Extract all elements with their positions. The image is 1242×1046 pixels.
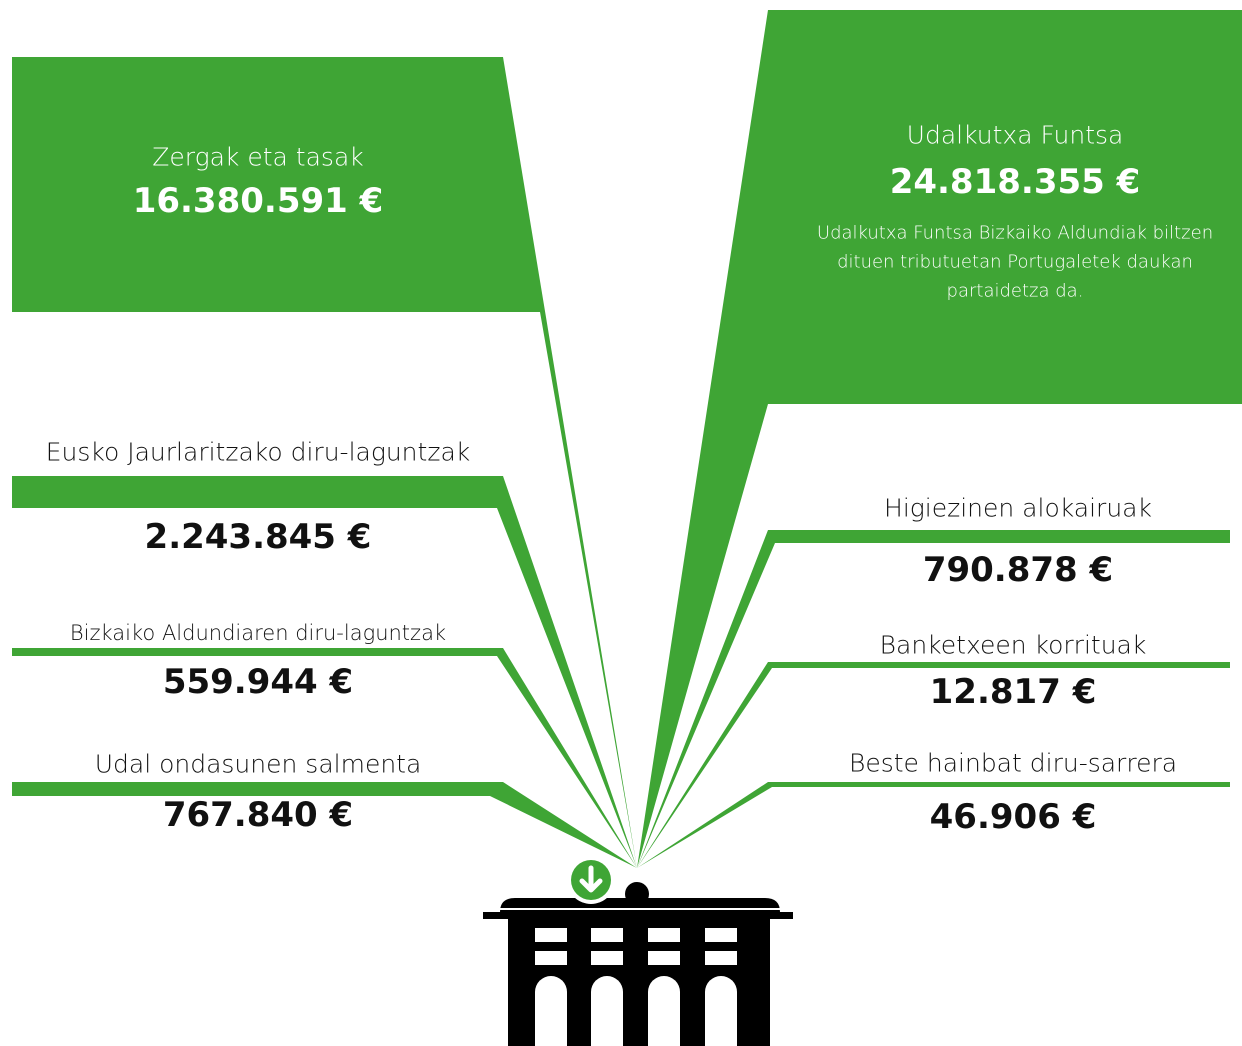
bar [12, 782, 637, 868]
label: Higiezinen alokairuak [884, 493, 1152, 523]
amount: 24.818.355 € [889, 162, 1141, 202]
label: Beste hainbat diru-sarrera [848, 748, 1178, 778]
amount: 12.817 € [929, 672, 1097, 712]
label: Zergak eta tasak [152, 142, 364, 172]
box-right [637, 10, 1242, 868]
amount: 767.840 € [162, 795, 354, 835]
amount: 46.906 € [929, 797, 1097, 837]
amount: 2.243.845 € [144, 517, 372, 557]
label: Banketxeen korrituak [879, 630, 1147, 660]
amount: 16.380.591 € [132, 181, 384, 221]
label: Eusko Jaurlaritzako diru-laguntzak [45, 437, 471, 467]
box-left [12, 57, 637, 868]
amount: 790.878 € [922, 550, 1114, 590]
building [483, 856, 793, 1046]
amount: 559.944 € [162, 662, 354, 702]
label: Bizkaiko Aldundiaren diru-laguntzak [69, 621, 447, 645]
note: Udalkutxa Funtsa Bizkaiko Aldundiak bilt… [816, 222, 1214, 302]
label: Udal ondasunen salmenta [94, 749, 422, 779]
label: Udalkutxa Funtsa [906, 120, 1124, 150]
